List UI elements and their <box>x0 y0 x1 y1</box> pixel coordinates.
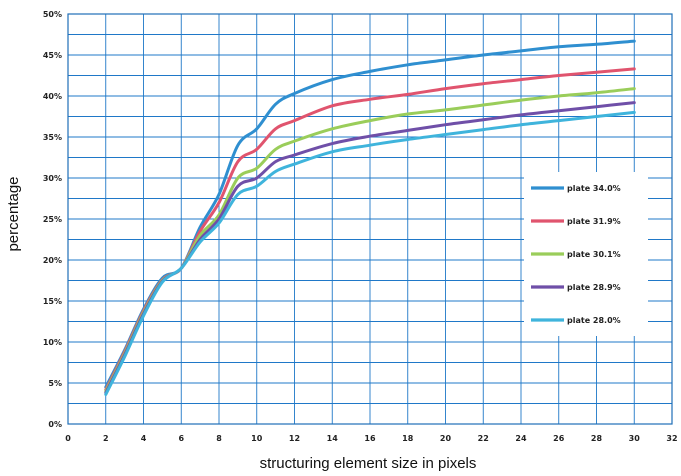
x-axis-ticks: 0 2 4 6 8 10 12 14 16 18 20 22 24 26 28 30 32 <box>65 434 677 443</box>
y-tick-label: 5% <box>48 379 62 388</box>
y-tick-label: 50% <box>43 10 62 19</box>
x-tick-label: 28 <box>591 434 603 443</box>
legend-label: plate 28.0% <box>567 316 621 325</box>
x-tick-label: 0 <box>65 434 71 443</box>
y-axis-ticks: 0% 5% 10% 15% 20% 25% 30% 35% 40% 45% 50% <box>43 10 62 429</box>
x-tick-label: 18 <box>402 434 414 443</box>
x-tick-label: 8 <box>216 434 222 443</box>
x-tick-label: 32 <box>666 434 677 443</box>
y-tick-label: 20% <box>43 256 62 265</box>
y-tick-label: 30% <box>43 174 62 183</box>
x-tick-label: 6 <box>178 434 184 443</box>
x-tick-label: 12 <box>289 434 300 443</box>
plot-border <box>67 13 673 425</box>
series-lines <box>104 39 636 396</box>
y-tick-label: 40% <box>43 92 62 101</box>
legend-label: plate 34.0% <box>567 184 621 193</box>
y-tick-label: 15% <box>43 297 62 306</box>
x-tick-label: 30 <box>629 434 641 443</box>
x-tick-label: 10 <box>251 434 263 443</box>
x-tick-label: 4 <box>141 434 147 443</box>
y-tick-label: 0% <box>48 420 62 429</box>
x-tick-label: 20 <box>440 434 452 443</box>
legend-label: plate 30.1% <box>567 250 621 259</box>
x-tick-label: 2 <box>103 434 109 443</box>
y-tick-label: 25% <box>43 215 62 224</box>
y-tick-label: 45% <box>43 51 62 60</box>
x-tick-label: 24 <box>515 434 527 443</box>
legend: plate 34.0% plate 31.9% plate 30.1% plate 2… <box>524 172 648 336</box>
legend-label: plate 28.9% <box>567 283 621 292</box>
y-tick-label: 35% <box>43 133 62 142</box>
x-tick-label: 26 <box>553 434 565 443</box>
x-tick-label: 14 <box>327 434 339 443</box>
y-axis-title: percentage <box>5 176 22 251</box>
y-tick-label: 10% <box>43 338 62 347</box>
series-line <box>104 110 636 396</box>
x-tick-label: 22 <box>478 434 489 443</box>
legend-label: plate 31.9% <box>567 217 621 226</box>
x-tick-label: 16 <box>364 434 376 443</box>
x-axis-title: structuring element size in pixels <box>260 455 477 472</box>
